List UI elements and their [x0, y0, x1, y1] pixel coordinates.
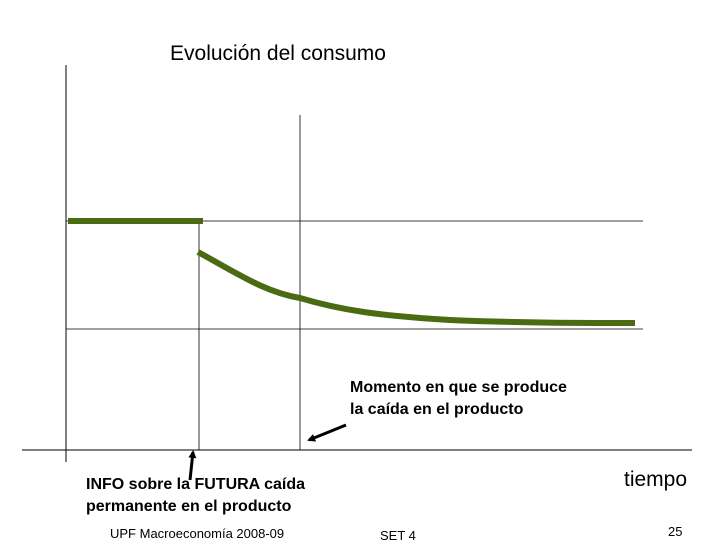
annotation: permanente en el producto — [86, 498, 292, 515]
title: Evolución del consumo — [170, 42, 386, 65]
page-number: 25 — [668, 524, 682, 539]
annotation: Momento en que se produce — [350, 379, 567, 396]
consumption-after — [196, 249, 636, 326]
annotation: la caída en el producto — [350, 401, 524, 418]
axis-label: tiempo — [624, 468, 687, 491]
footer-left: UPF Macroeconomía 2008-09 — [110, 526, 284, 540]
annotation: INFO sobre la FUTURA caída — [86, 476, 305, 493]
arrow — [307, 423, 347, 442]
arrow — [188, 450, 197, 481]
footer-center: SET 4 — [380, 528, 416, 540]
